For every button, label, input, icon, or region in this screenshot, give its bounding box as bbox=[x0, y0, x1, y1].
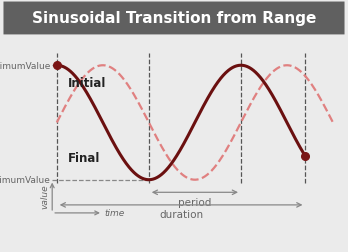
Text: Initial: Initial bbox=[68, 76, 106, 89]
Text: value: value bbox=[40, 184, 49, 208]
Text: Sinusoidal Transition from Range: Sinusoidal Transition from Range bbox=[32, 11, 316, 26]
Text: period: period bbox=[178, 197, 212, 207]
Text: Final: Final bbox=[68, 151, 100, 164]
Text: duration: duration bbox=[159, 210, 203, 219]
Text: time: time bbox=[105, 209, 125, 217]
Text: maximumValue: maximumValue bbox=[0, 61, 50, 71]
Text: minimumValue: minimumValue bbox=[0, 175, 50, 184]
FancyBboxPatch shape bbox=[3, 3, 345, 35]
